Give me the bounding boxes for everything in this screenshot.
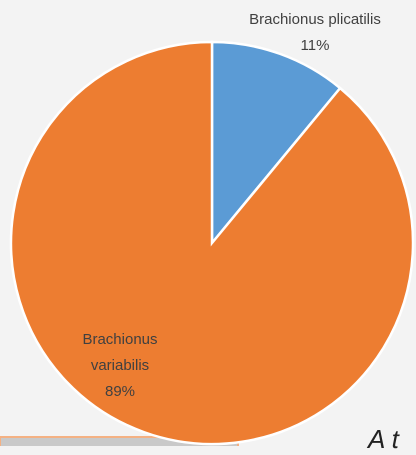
annotation: A t [368, 424, 399, 454]
slice-label: Brachionus variabilis 89% [75, 327, 165, 405]
value-label: 89% [104, 383, 136, 400]
pie-slice [210, 40, 342, 247]
pie-slice [9, 40, 415, 446]
value-label: 11% [300, 37, 330, 54]
slice-label: Brachionus plicatilis 11% [230, 7, 400, 59]
category-label: Brachionus variabilis [82, 331, 158, 374]
category-label: Brachionus plicatilis [249, 11, 381, 28]
